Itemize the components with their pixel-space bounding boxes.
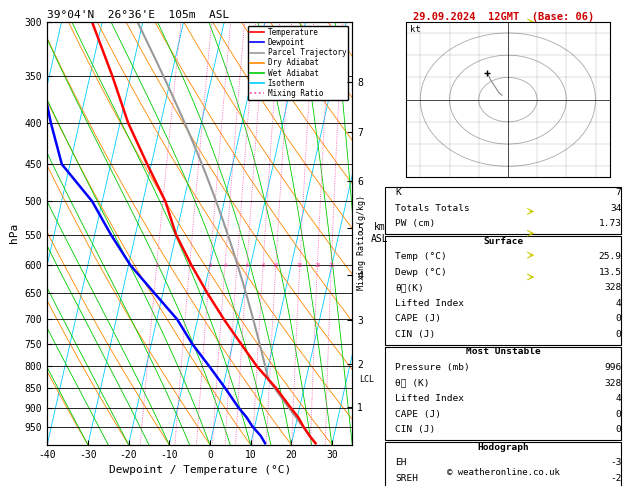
Text: kt: kt — [410, 25, 421, 34]
Text: 1: 1 — [155, 263, 159, 268]
Text: θᴀ(K): θᴀ(K) — [395, 283, 424, 293]
Text: 5: 5 — [235, 263, 238, 268]
X-axis label: Dewpoint / Temperature (°C): Dewpoint / Temperature (°C) — [109, 465, 291, 475]
Text: CIN (J): CIN (J) — [395, 330, 435, 339]
Text: EH: EH — [395, 458, 406, 468]
Text: Surface: Surface — [483, 237, 523, 246]
Text: 34: 34 — [610, 204, 621, 213]
Text: Most Unstable: Most Unstable — [466, 347, 540, 357]
Text: 0: 0 — [616, 314, 621, 324]
Bar — [385, 187, 621, 234]
Text: 25.9: 25.9 — [598, 252, 621, 261]
Text: 15: 15 — [296, 263, 303, 268]
Text: 0: 0 — [616, 425, 621, 434]
Text: 0: 0 — [616, 330, 621, 339]
Text: -3: -3 — [610, 458, 621, 468]
Y-axis label: km
ASL: km ASL — [371, 223, 389, 244]
Text: -2: -2 — [610, 474, 621, 483]
Legend: Temperature, Dewpoint, Parcel Trajectory, Dry Adiabat, Wet Adiabat, Isotherm, Mi: Temperature, Dewpoint, Parcel Trajectory… — [248, 26, 348, 100]
Text: 996: 996 — [604, 363, 621, 372]
Text: 29.09.2024  12GMT  (Base: 06): 29.09.2024 12GMT (Base: 06) — [413, 12, 594, 22]
Text: PW (cm): PW (cm) — [395, 219, 435, 228]
Text: CIN (J): CIN (J) — [395, 425, 435, 434]
Text: 328: 328 — [604, 379, 621, 388]
Text: 328: 328 — [604, 283, 621, 293]
Text: Temp (°C): Temp (°C) — [395, 252, 447, 261]
Text: K: K — [395, 188, 401, 197]
Text: Pressure (mb): Pressure (mb) — [395, 363, 470, 372]
Text: Lifted Index: Lifted Index — [395, 299, 464, 308]
Text: 0: 0 — [616, 410, 621, 419]
Text: CAPE (J): CAPE (J) — [395, 314, 441, 324]
Text: 39°04'N  26°36'E  105m  ASL: 39°04'N 26°36'E 105m ASL — [47, 10, 230, 20]
Text: 6: 6 — [245, 263, 248, 268]
Text: 8: 8 — [262, 263, 265, 268]
Text: Lifted Index: Lifted Index — [395, 394, 464, 403]
Text: 4: 4 — [223, 263, 226, 268]
Text: CAPE (J): CAPE (J) — [395, 410, 441, 419]
Text: Mixing Ratio (g/kg): Mixing Ratio (g/kg) — [357, 195, 366, 291]
Text: θᴀ (K): θᴀ (K) — [395, 379, 430, 388]
Text: © weatheronline.co.uk: © weatheronline.co.uk — [447, 468, 560, 477]
Y-axis label: hPa: hPa — [9, 223, 19, 243]
Text: LCL: LCL — [359, 375, 374, 384]
Bar — [385, 442, 621, 486]
Text: 2: 2 — [188, 263, 191, 268]
Text: Hodograph: Hodograph — [477, 443, 529, 452]
Text: Dewp (°C): Dewp (°C) — [395, 268, 447, 277]
Bar — [385, 347, 621, 440]
Bar — [385, 236, 621, 345]
Text: 25: 25 — [328, 263, 335, 268]
Text: 7: 7 — [616, 188, 621, 197]
Text: 4: 4 — [616, 394, 621, 403]
Text: SREH: SREH — [395, 474, 418, 483]
Text: 1.73: 1.73 — [598, 219, 621, 228]
Text: 20: 20 — [314, 263, 321, 268]
Text: 10: 10 — [272, 263, 279, 268]
Text: Totals Totals: Totals Totals — [395, 204, 470, 213]
Text: 3: 3 — [208, 263, 211, 268]
Text: 13.5: 13.5 — [598, 268, 621, 277]
Text: 4: 4 — [616, 299, 621, 308]
